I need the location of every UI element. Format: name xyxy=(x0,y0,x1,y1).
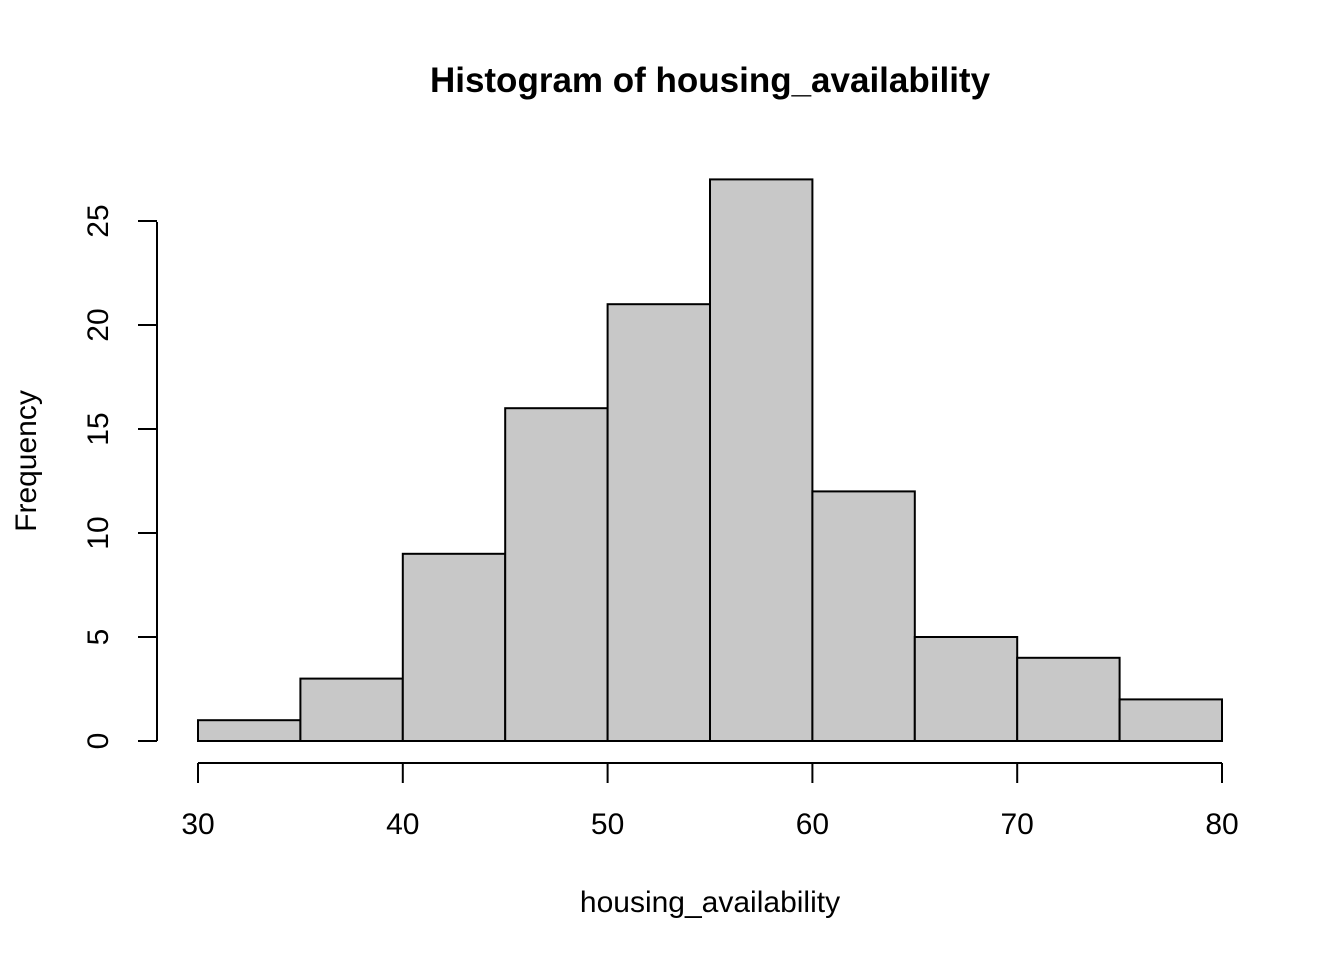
x-axis: 30 40 50 60 70 80 xyxy=(181,762,1239,841)
histogram-bar-3 xyxy=(504,407,609,742)
histogram-bar-5 xyxy=(709,178,814,742)
bars-group xyxy=(197,178,1223,743)
y-tick-label-2: 10 xyxy=(82,516,115,549)
x-tick-label-5: 80 xyxy=(1205,808,1238,841)
x-tick-label-1: 40 xyxy=(386,808,419,841)
y-tick-label-5: 25 xyxy=(82,204,115,237)
histogram-bar-8 xyxy=(1016,656,1121,742)
y-tick-label-4: 20 xyxy=(82,308,115,341)
y-tick-label-0: 0 xyxy=(82,733,115,750)
histogram-bar-7 xyxy=(913,636,1019,742)
x-tick-label-4: 70 xyxy=(1001,808,1034,841)
histogram-bar-9 xyxy=(1118,698,1223,743)
chart-title: Histogram of housing_availability xyxy=(430,61,991,100)
x-tick-label-2: 50 xyxy=(591,808,624,841)
y-tick-label-3: 15 xyxy=(82,412,115,445)
y-axis-label: Frequency xyxy=(10,390,43,532)
x-tick-label-3: 60 xyxy=(796,808,829,841)
x-axis-label: housing_availability xyxy=(580,886,840,919)
histogram-bar-6 xyxy=(811,490,916,742)
histogram-bar-1 xyxy=(299,677,404,742)
histogram-bar-2 xyxy=(401,552,507,742)
histogram-bar-0 xyxy=(197,719,302,743)
histogram-bar-4 xyxy=(606,303,711,742)
y-axis: 0 5 10 15 20 25 xyxy=(82,204,158,750)
x-tick-label-0: 30 xyxy=(181,808,214,841)
y-tick-label-1: 5 xyxy=(82,629,115,646)
